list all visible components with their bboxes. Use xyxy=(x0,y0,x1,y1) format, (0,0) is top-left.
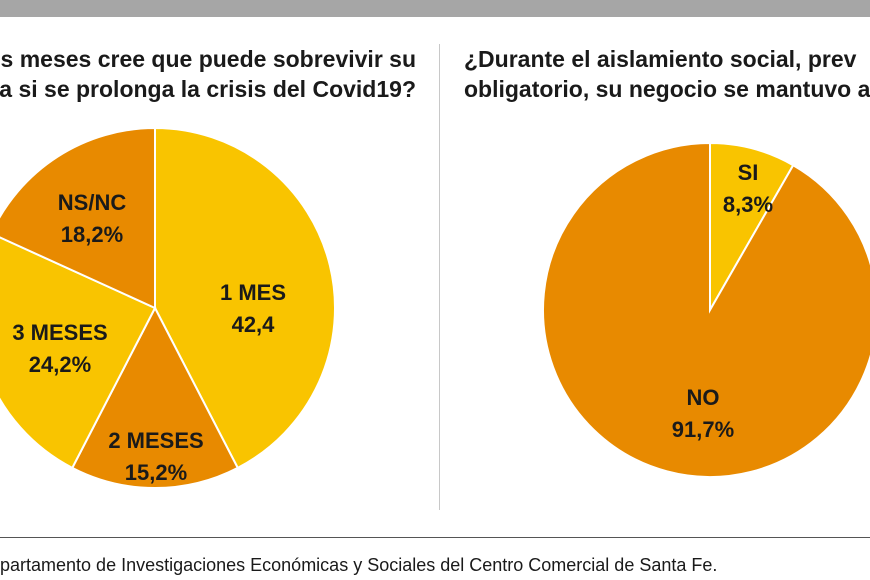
footer-rule xyxy=(0,537,870,538)
chart-1-slice-2-meses xyxy=(70,305,240,489)
chart-2-value-si: 8,3% xyxy=(723,192,773,217)
chart-2-title-line-2: obligatorio, su negocio se mantuvo a xyxy=(464,76,870,102)
chart-2-slice-si xyxy=(709,141,795,314)
chart-2-title-line-1: ¿Durante el aislamiento social, prev xyxy=(464,46,857,72)
column-divider xyxy=(439,44,440,510)
chart-2-slice-no xyxy=(542,141,870,478)
pie-charts: 1 MES 42,4 2 MESES 15,2% 3 MESES 24,2% NS/NC 18… xyxy=(0,126,870,489)
chart-1-label-1-mes: 1 MES xyxy=(220,280,286,305)
chart-1-title-line-2: a si se prolonga la crisis del Covid19? xyxy=(0,76,416,102)
chart-1-slice-1-mes xyxy=(154,126,336,470)
chart-1-slice-3-meses xyxy=(0,236,157,470)
source-footer: partamento de Investigaciones Económicas… xyxy=(0,555,718,575)
chart-1-title-line-1: s meses cree que puede sobrevivir su xyxy=(0,46,416,72)
chart-1-value-ns-nc: 18,2% xyxy=(61,222,123,247)
chart-2-label-si: SI xyxy=(738,160,759,185)
top-bar xyxy=(0,0,870,17)
chart-1-label-ns-nc: NS/NC xyxy=(58,190,127,215)
chart-1-value-2-meses: 15,2% xyxy=(125,460,187,485)
chart-1-label-3-meses: 3 MESES xyxy=(12,320,107,345)
chart-2-title: ¿Durante el aislamiento social, prev obl… xyxy=(464,44,870,104)
chart-1-label-2-meses: 2 MESES xyxy=(108,428,203,453)
chart-1-value-1-mes: 42,4 xyxy=(232,312,276,337)
chart-1-value-3-meses: 24,2% xyxy=(29,352,91,377)
chart-1-slice-ns-nc xyxy=(0,126,156,310)
chart-1-title: s meses cree que puede sobrevivir su a s… xyxy=(0,44,416,104)
chart-2-label-no: NO xyxy=(687,385,720,410)
chart-2-value-no: 91,7% xyxy=(672,417,734,442)
